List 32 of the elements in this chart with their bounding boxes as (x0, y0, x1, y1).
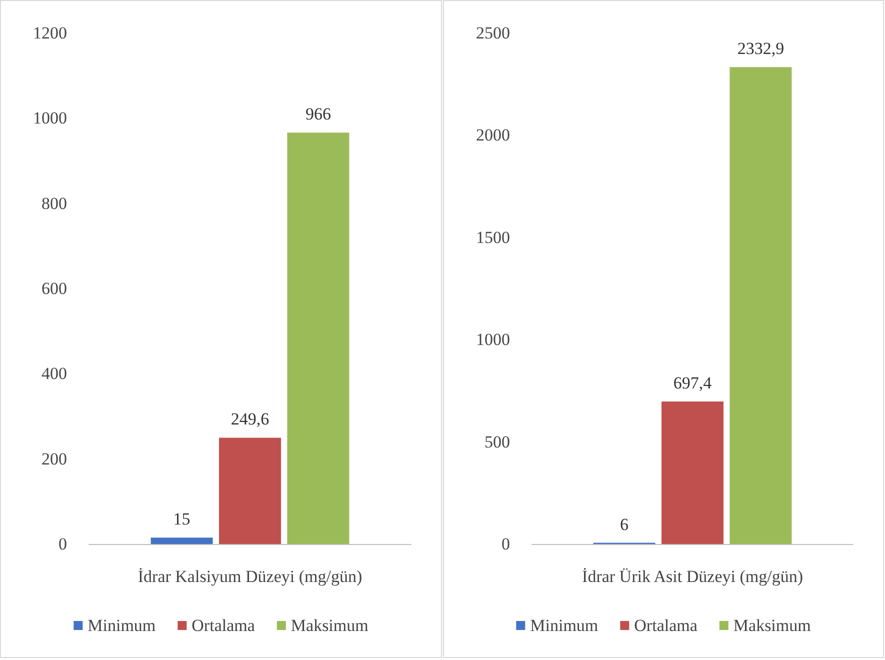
y-tick-label: 1500 (476, 228, 510, 247)
bar (287, 132, 350, 544)
y-tick-label: 1000 (476, 330, 510, 350)
y-tick-label: 200 (42, 449, 67, 468)
legend-label: Minimum (88, 616, 156, 635)
y-tick-label: 400 (42, 364, 67, 384)
y-tick-label: 800 (42, 194, 67, 213)
y-tick-label: 2500 (476, 24, 510, 42)
bar (150, 538, 213, 544)
data-label: 697,4 (673, 373, 712, 392)
bar (730, 67, 792, 544)
y-tick-label: 2000 (476, 126, 510, 145)
bar (219, 438, 281, 544)
bar (662, 401, 724, 544)
y-tick-label: 0 (502, 534, 510, 554)
legend-label: Ortalama (634, 616, 698, 635)
legend-label: Maksimum (290, 616, 368, 635)
legend-label: Minimum (530, 616, 598, 635)
data-label: 249,6 (230, 410, 270, 429)
y-tick-label: 1000 (33, 108, 67, 128)
legend-label: Ortalama (192, 616, 256, 635)
data-label: 6 (620, 514, 629, 534)
y-tick-label: 500 (484, 432, 510, 452)
y-tick-label: 600 (42, 279, 67, 298)
y-tick-label: 1200 (33, 24, 67, 42)
data-label: 2332,9 (737, 39, 784, 58)
y-tick-label: 0 (58, 534, 67, 554)
legend-label: Maksimum (733, 616, 811, 635)
x-axis-title: İdrar Kalsiyum Düzeyi (mg/gün) (138, 567, 362, 586)
data-label: 966 (305, 104, 331, 124)
data-label: 15 (173, 510, 190, 529)
x-axis-title: İdrar Ürik Asit Düzeyi (mg/gün) (582, 567, 803, 586)
